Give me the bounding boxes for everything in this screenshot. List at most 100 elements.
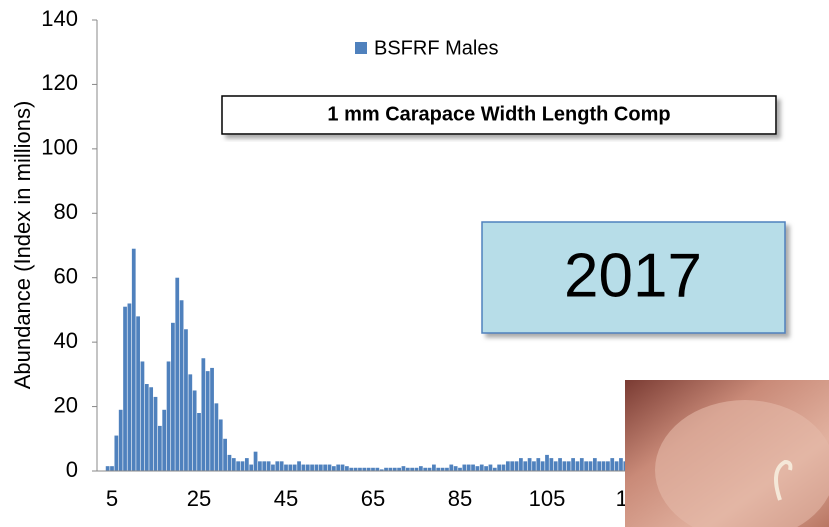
bar xyxy=(149,387,153,471)
x-labels: 525456585105125 xyxy=(106,486,652,511)
bar xyxy=(506,461,510,471)
bar xyxy=(315,465,319,471)
axes: 020406080100120140 xyxy=(41,6,97,482)
bar xyxy=(523,461,527,471)
bar xyxy=(162,410,166,471)
bar xyxy=(184,329,188,471)
bar xyxy=(128,303,132,471)
y-axis-label: Abundance (Index in millions) xyxy=(10,101,35,390)
bar xyxy=(510,461,514,471)
bar xyxy=(519,458,523,471)
y-tick-label: 140 xyxy=(41,6,78,31)
bar xyxy=(275,461,279,471)
bar xyxy=(576,461,580,471)
bar xyxy=(593,458,597,471)
bar xyxy=(467,465,471,471)
bar xyxy=(119,410,123,471)
bar xyxy=(232,458,236,471)
bar xyxy=(302,465,306,471)
bar xyxy=(188,374,192,471)
x-tick-label: 25 xyxy=(187,486,211,511)
bar xyxy=(145,384,149,471)
bar xyxy=(480,465,484,471)
bar xyxy=(241,461,245,471)
bar xyxy=(536,458,540,471)
bar xyxy=(489,465,493,471)
legend-label: BSFRF Males xyxy=(374,37,498,59)
bar xyxy=(245,458,249,471)
bar xyxy=(262,461,266,471)
bar xyxy=(580,458,584,471)
bar xyxy=(328,465,332,471)
bar xyxy=(606,461,610,471)
bar xyxy=(602,461,606,471)
bar xyxy=(267,461,271,471)
x-tick-label: 85 xyxy=(448,486,472,511)
bar xyxy=(597,461,601,471)
bar xyxy=(462,465,466,471)
bar xyxy=(215,403,219,471)
bar xyxy=(106,466,110,471)
bar xyxy=(254,452,258,471)
bar xyxy=(419,466,423,471)
bar xyxy=(288,465,292,471)
bar xyxy=(454,466,458,471)
y-tick-label: 120 xyxy=(41,70,78,95)
bar xyxy=(502,465,506,471)
year-label: 2017 xyxy=(564,241,702,310)
bar xyxy=(258,461,262,471)
bar xyxy=(158,426,162,471)
bar xyxy=(549,458,553,471)
bar xyxy=(167,361,171,471)
x-tick-label: 105 xyxy=(529,486,566,511)
bar xyxy=(154,397,158,471)
bar xyxy=(432,465,436,471)
chart: 020406080100120140 Abundance (Index in m… xyxy=(0,0,829,527)
bar xyxy=(171,323,175,471)
y-tick-label: 0 xyxy=(66,457,78,482)
bar xyxy=(201,358,205,471)
y-tick-label: 100 xyxy=(41,135,78,160)
bar xyxy=(471,465,475,471)
bar xyxy=(280,461,284,471)
bar xyxy=(484,466,488,471)
bar xyxy=(284,465,288,471)
bar xyxy=(449,465,453,471)
bar xyxy=(310,465,314,471)
bar xyxy=(249,465,253,471)
bar xyxy=(515,461,519,471)
legend-swatch xyxy=(355,42,367,54)
bar xyxy=(180,300,184,471)
x-tick-label: 45 xyxy=(274,486,298,511)
bar xyxy=(319,465,323,471)
bar xyxy=(571,458,575,471)
bar xyxy=(341,465,345,471)
x-tick-label: 65 xyxy=(361,486,385,511)
bar xyxy=(197,413,201,471)
bar xyxy=(210,368,214,471)
bar xyxy=(223,439,227,471)
bar xyxy=(175,278,179,471)
bar xyxy=(228,455,232,471)
bar xyxy=(306,465,310,471)
bar xyxy=(206,371,210,471)
bar xyxy=(558,458,562,471)
y-tick-label: 80 xyxy=(54,199,78,224)
bar xyxy=(528,458,532,471)
bar xyxy=(345,466,349,471)
bar xyxy=(563,461,567,471)
bar xyxy=(219,419,223,471)
page: {"chart_data": {"type": "bar", "y_label"… xyxy=(0,0,829,527)
bar xyxy=(323,465,327,471)
bar xyxy=(110,466,114,471)
bar xyxy=(141,361,145,471)
bar xyxy=(545,455,549,471)
bar xyxy=(114,436,118,471)
y-tick-label: 60 xyxy=(54,264,78,289)
bar xyxy=(193,390,197,471)
bar xyxy=(476,466,480,471)
bar xyxy=(541,461,545,471)
bar xyxy=(336,465,340,471)
bar xyxy=(236,461,240,471)
bar xyxy=(136,316,140,471)
